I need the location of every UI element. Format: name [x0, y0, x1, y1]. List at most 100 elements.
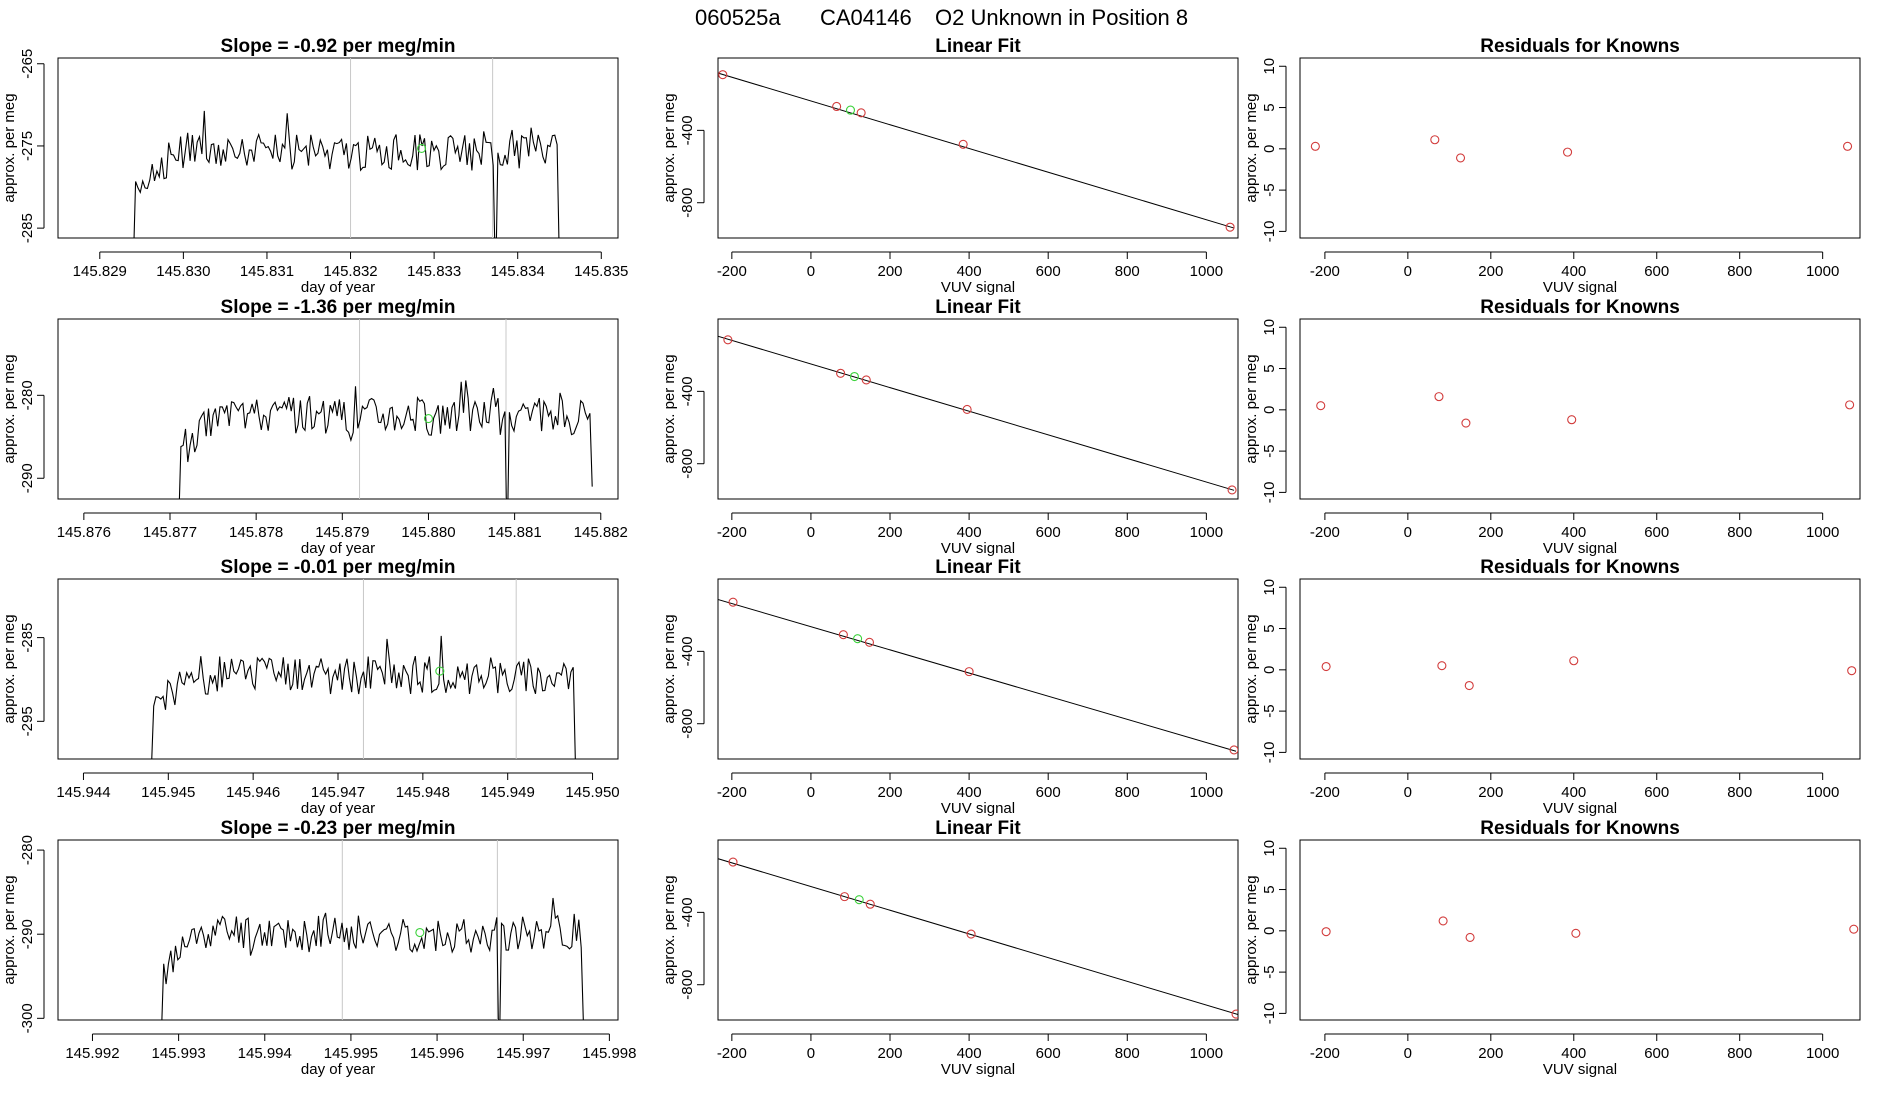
- panel-title: Residuals for Knowns: [1480, 297, 1680, 318]
- known-point: [836, 368, 846, 378]
- x-tick-label: 400: [957, 784, 982, 801]
- y-tick-label: 5: [1261, 103, 1278, 111]
- x-tick-label: 0: [1404, 524, 1412, 541]
- x-tick-label: 800: [1115, 524, 1140, 541]
- known-point: [838, 630, 848, 640]
- x-tick-label: 400: [1561, 524, 1586, 541]
- known-point: [1231, 1009, 1238, 1019]
- known-point: [865, 899, 875, 909]
- y-axis-label: approx. per meg: [1243, 614, 1260, 723]
- known-point: [1563, 147, 1573, 157]
- known-point: [1845, 400, 1855, 410]
- series-trace: [133, 110, 560, 238]
- x-tick-label: 145.831: [240, 263, 294, 280]
- x-tick-label: 600: [1644, 263, 1669, 280]
- x-tick-label: -200: [1310, 524, 1340, 541]
- known-point: [1571, 928, 1581, 938]
- x-tick-label: 1000: [1190, 784, 1223, 801]
- x-tick-label: 145.881: [487, 524, 541, 541]
- panel-r3-c1: Slope = -0.01 per meg/min 145.944 145.945 1…: [1, 557, 620, 817]
- y-tick-label: -10: [1261, 742, 1278, 764]
- x-tick-label: -200: [717, 784, 747, 801]
- x-tick-label: 400: [1561, 784, 1586, 801]
- panel-r1-c1: Slope = -0.92 per meg/min 145.829 145.830 1…: [1, 36, 628, 296]
- x-tick-label: 145.878: [229, 524, 283, 541]
- x-tick-label: 1000: [1190, 263, 1223, 280]
- known-point: [1438, 916, 1448, 926]
- known-point: [958, 139, 968, 149]
- x-tick-label: 145.994: [238, 1045, 292, 1062]
- x-tick-label: 145.948: [396, 784, 450, 801]
- y-tick-label: 10: [1261, 58, 1278, 75]
- x-axis-label: VUV signal: [1543, 1061, 1617, 1078]
- panel-grid: Slope = -0.92 per meg/min 145.829 145.830 1…: [1, 36, 1861, 1078]
- known-point: [1321, 661, 1331, 672]
- x-tick-label: 145.944: [56, 784, 110, 801]
- unknown-point: [854, 895, 864, 905]
- x-tick-label: 200: [1478, 263, 1503, 280]
- y-axis-label: approx. per meg: [1243, 93, 1260, 202]
- panel-title: Slope = -1.36 per meg/min: [221, 297, 456, 318]
- x-tick-label: 200: [877, 1045, 902, 1062]
- known-point: [1316, 401, 1326, 411]
- x-tick-label: 145.995: [324, 1045, 378, 1062]
- x-tick-label: 145.992: [65, 1045, 119, 1062]
- y-tick-label: 0: [1261, 666, 1278, 674]
- panel-title: Residuals for Knowns: [1480, 818, 1680, 839]
- y-tick-label: -800: [679, 449, 696, 479]
- panel-title: Slope = -0.23 per meg/min: [221, 818, 456, 839]
- y-tick-label: -800: [679, 970, 696, 1000]
- y-tick-label: 0: [1261, 145, 1278, 153]
- y-tick-label: -300: [19, 1003, 36, 1033]
- y-tick-label: -800: [679, 188, 696, 218]
- x-tick-label: 145.833: [407, 263, 461, 280]
- x-tick-label: 200: [1478, 784, 1503, 801]
- y-tick-label: -400: [679, 897, 696, 927]
- unknown-point: [423, 413, 434, 424]
- x-tick-label: 400: [1561, 1045, 1586, 1062]
- plot-area: [1316, 392, 1855, 428]
- y-tick-label: -10: [1261, 482, 1278, 504]
- plot-frame: [717, 578, 1239, 760]
- y-tick-label: -5: [1261, 444, 1278, 457]
- x-tick-label: 1000: [1806, 524, 1839, 541]
- series-trace: [178, 380, 593, 499]
- x-axis-label: day of year: [301, 800, 375, 817]
- x-tick-label: 1000: [1806, 263, 1839, 280]
- panel-r2-c2: Linear Fit -200 0 200 400 600 800 1000 VUV signa…: [661, 297, 1239, 557]
- main-title: 060525a CA04146 O2 Unknown in Position 8: [695, 5, 1188, 30]
- y-axis-label: approx. per meg: [1, 614, 18, 723]
- x-tick-label: 0: [1404, 1045, 1412, 1062]
- panel-r4-c1: Slope = -0.23 per meg/min 145.992 145.993 1…: [1, 818, 637, 1078]
- x-tick-label: 800: [1115, 784, 1140, 801]
- y-tick-label: -290: [19, 919, 36, 949]
- known-point: [1227, 485, 1237, 495]
- known-point: [1437, 661, 1447, 671]
- x-tick-label: 145.834: [491, 263, 545, 280]
- y-tick-label: 5: [1261, 624, 1278, 632]
- x-tick-label: 200: [1478, 1045, 1503, 1062]
- y-tick-label: -400: [679, 376, 696, 406]
- panel-title: Residuals for Knowns: [1480, 557, 1680, 578]
- known-point: [962, 404, 972, 415]
- fit-line: [718, 335, 1235, 491]
- panel-r2-c3: Residuals for Knowns-200 0 200 400 600 800 100…: [1243, 297, 1861, 557]
- x-tick-label: 0: [1404, 784, 1412, 801]
- x-tick-label: 400: [957, 524, 982, 541]
- x-axis-label: VUV signal: [1543, 279, 1617, 296]
- x-tick-label: 400: [1561, 263, 1586, 280]
- x-tick-label: 600: [1644, 1045, 1669, 1062]
- panel-r4-c3: Residuals for Knowns-200 0 200 400 600 800 100…: [1243, 818, 1861, 1078]
- x-axis-label: day of year: [301, 279, 375, 296]
- y-axis-label: approx. per meg: [661, 614, 678, 723]
- x-tick-label: 800: [1727, 784, 1752, 801]
- plot-frame: [57, 839, 619, 1021]
- y-tick-label: -5: [1261, 704, 1278, 717]
- x-axis-label: VUV signal: [1543, 540, 1617, 557]
- known-point: [1430, 135, 1440, 145]
- x-axis-label: VUV signal: [1543, 800, 1617, 817]
- x-tick-label: 145.829: [73, 263, 127, 280]
- unknown-point: [853, 634, 863, 644]
- x-tick-label: 145.945: [141, 784, 195, 801]
